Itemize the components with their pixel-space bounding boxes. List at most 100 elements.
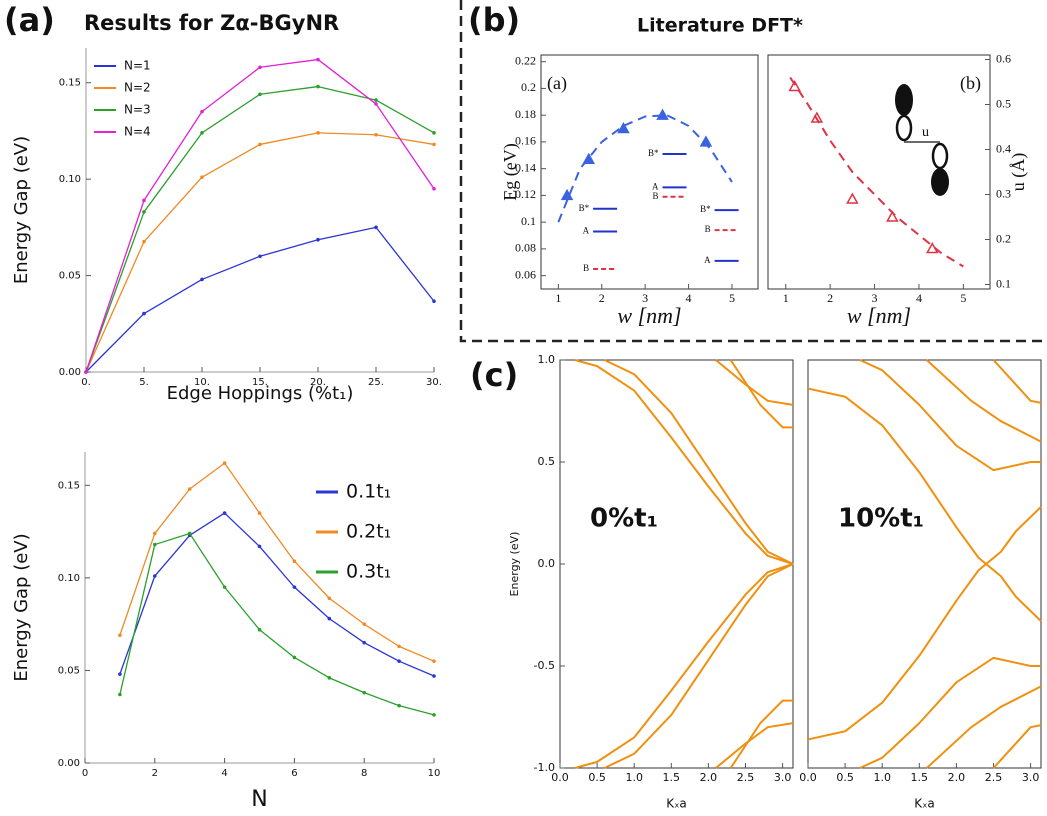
legend-label: N=4 bbox=[124, 125, 151, 139]
data-point bbox=[327, 616, 332, 621]
x-tick-label: 1 bbox=[783, 291, 789, 305]
data-point bbox=[258, 65, 262, 70]
data-point bbox=[118, 692, 122, 697]
y-tick-label: 0.0 bbox=[538, 557, 556, 570]
y-tick-label: 0.15 bbox=[58, 480, 80, 491]
data-point bbox=[810, 111, 824, 123]
data-point bbox=[397, 644, 401, 649]
subpanel-label: (a) bbox=[547, 73, 567, 94]
data-point bbox=[432, 142, 436, 147]
x-tick-label: 2.0 bbox=[700, 771, 718, 784]
x-tick-label: 4 bbox=[916, 291, 922, 305]
y-tick-label: 0.00 bbox=[59, 367, 81, 378]
x-tick-label: 2 bbox=[827, 291, 833, 305]
data-point bbox=[257, 627, 262, 632]
x-tick-label: 0. bbox=[81, 377, 91, 388]
series-line bbox=[729, 359, 793, 429]
data-point bbox=[292, 655, 297, 660]
x-axis-label: w [nm] bbox=[847, 303, 911, 328]
series-line bbox=[119, 532, 435, 716]
x-tick-label: 3.0 bbox=[774, 771, 792, 784]
data-point bbox=[432, 131, 436, 135]
y-tick-label: 1.0 bbox=[538, 353, 556, 366]
x-tick-label: 0.5 bbox=[588, 771, 606, 784]
series-line bbox=[574, 359, 794, 565]
series-line bbox=[557, 114, 733, 223]
y-axis-label: Energy Gap (eV) bbox=[11, 136, 32, 284]
data-point bbox=[222, 585, 227, 589]
y-tick-label: 0.2 bbox=[521, 80, 536, 94]
x-tick-label: 0.0 bbox=[551, 771, 569, 784]
legend-label: N=2 bbox=[124, 81, 151, 95]
y-tick-label: 0.18 bbox=[515, 107, 536, 121]
x-tick-label: 2 bbox=[152, 768, 158, 779]
energy-level-label: B bbox=[705, 224, 711, 234]
data-point bbox=[153, 531, 157, 536]
y-tick-label: 0.10 bbox=[58, 573, 80, 584]
series-line bbox=[789, 76, 964, 268]
chart-panel: 0.1 0.2 0.3 0.4 0.5 0.6 1 2 3 4 5 u (Å) w [nm] (b) bbox=[767, 51, 1029, 328]
x-tick-label: 10 bbox=[428, 768, 441, 779]
y-tick-label: 0.10 bbox=[59, 174, 81, 185]
y-tick-label: 0.6 bbox=[996, 51, 1011, 65]
x-tick-label: 25. bbox=[368, 377, 384, 388]
energy-level-label: B bbox=[653, 191, 659, 201]
data-point bbox=[258, 254, 262, 259]
y-tick-label: 0.05 bbox=[59, 271, 81, 282]
series-line bbox=[715, 359, 794, 406]
data-point bbox=[397, 703, 401, 708]
x-tick-label: 4 bbox=[686, 291, 692, 305]
x-tick-label: 1.5 bbox=[911, 771, 929, 784]
series-line bbox=[604, 563, 794, 769]
data-point bbox=[187, 487, 192, 491]
y-tick-label: 0.14 bbox=[515, 160, 536, 174]
chart-panel: 0.00 0.05 0.10 0.15 0. 5. 10. 15. 20. 25. 30. Energ… bbox=[11, 48, 442, 404]
x-axis-label: N bbox=[251, 787, 267, 812]
y-tick-label: 0.3 bbox=[996, 186, 1011, 200]
data-point bbox=[153, 574, 157, 578]
series-line bbox=[715, 722, 794, 769]
x-tick-label: 5. bbox=[139, 377, 149, 388]
data-point bbox=[200, 277, 204, 282]
data-point bbox=[432, 186, 436, 191]
data-point bbox=[617, 121, 630, 134]
y-tick-label: 0.5 bbox=[538, 455, 556, 468]
data-point bbox=[316, 237, 320, 242]
data-point bbox=[142, 239, 146, 244]
x-tick-label: 1.5 bbox=[663, 771, 681, 784]
data-point bbox=[374, 98, 378, 102]
x-axis-label: Kₓa bbox=[666, 797, 687, 811]
data-point bbox=[316, 57, 320, 62]
data-point bbox=[327, 676, 332, 680]
data-point bbox=[316, 84, 320, 89]
data-point bbox=[142, 210, 146, 214]
y-tick-label: 0.1 bbox=[521, 214, 536, 228]
y-tick-label: 0.12 bbox=[515, 187, 536, 201]
energy-level-label: B* bbox=[579, 203, 590, 213]
y-axis-label: Energy Gap (eV) bbox=[11, 533, 32, 681]
panel-label: (c) bbox=[470, 356, 518, 394]
subpanel-label: (b) bbox=[960, 73, 981, 94]
legend-label: N=3 bbox=[124, 103, 151, 117]
y-tick-label: -0.5 bbox=[534, 659, 555, 672]
data-point bbox=[362, 640, 367, 645]
x-tick-label: 10. bbox=[194, 377, 210, 388]
legend-label: N=1 bbox=[124, 59, 151, 73]
x-tick-label: 4 bbox=[221, 768, 227, 779]
data-point bbox=[397, 659, 401, 663]
x-tick-label: 2 bbox=[599, 291, 605, 305]
x-tick-label: 3 bbox=[872, 291, 878, 305]
series-line bbox=[992, 359, 1042, 404]
x-tick-label: 3 bbox=[642, 291, 648, 305]
data-point bbox=[292, 585, 297, 589]
x-tick-label: 6 bbox=[291, 768, 297, 779]
data-point bbox=[258, 92, 262, 97]
y-axis-label: Energy (eV) bbox=[508, 532, 521, 597]
series-line bbox=[807, 387, 1042, 565]
y-tick-label: 0.08 bbox=[515, 241, 536, 255]
panel-label: (a) bbox=[4, 1, 55, 39]
data-point bbox=[222, 461, 227, 465]
x-tick-label: 8 bbox=[361, 768, 367, 779]
y-tick-label: 0.22 bbox=[515, 53, 536, 67]
